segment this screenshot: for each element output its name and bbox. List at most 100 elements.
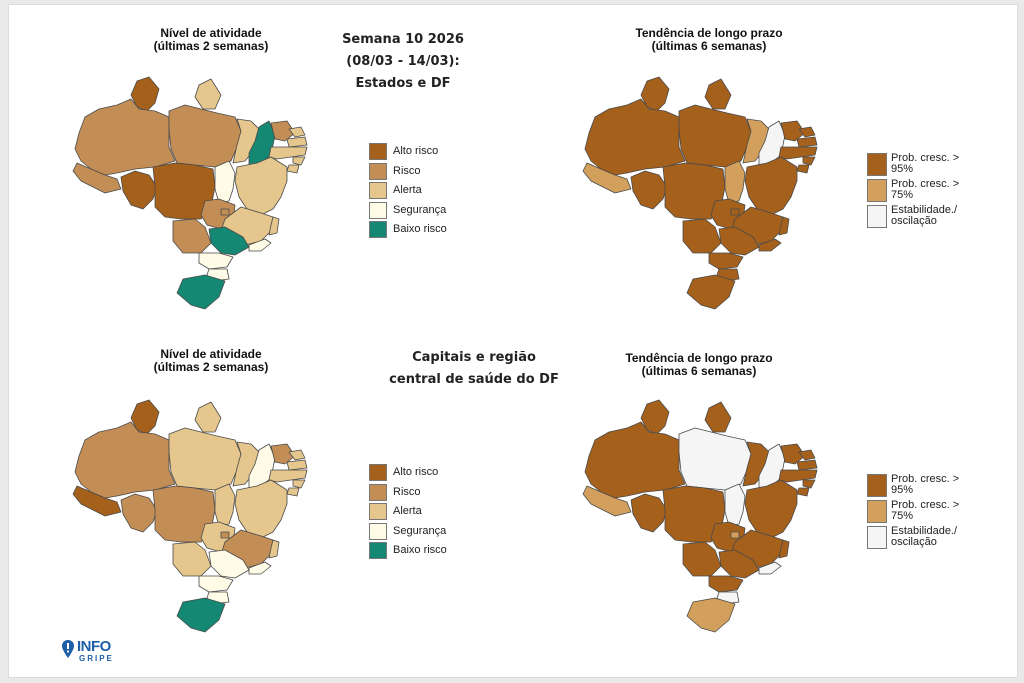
- state-se: [796, 487, 810, 497]
- state-ac: [582, 485, 632, 517]
- legend-label: Risco: [393, 485, 421, 498]
- state-ap: [194, 78, 222, 110]
- state-sp: [208, 226, 250, 256]
- legend-label: Prob. cresc. > 95%: [891, 152, 960, 175]
- legend-label: Alerta: [393, 184, 422, 196]
- state-am: [584, 98, 686, 176]
- state-to: [214, 160, 236, 204]
- state-es: [778, 539, 790, 559]
- state-ro: [120, 170, 158, 210]
- legend-label: Prob. cresc. > 95%: [891, 473, 960, 496]
- week-title-line1: Semana 10 2026: [342, 32, 464, 47]
- legend-swatch: [369, 182, 387, 199]
- legend-swatch: [369, 201, 387, 219]
- state-ms: [172, 541, 212, 577]
- state-rs: [176, 274, 226, 310]
- state-ba: [234, 479, 288, 539]
- state-rn: [288, 449, 306, 461]
- logo-subtext: GRIPE: [79, 654, 114, 663]
- capitals-title: Capitais e região central de saúde do DF: [364, 347, 584, 391]
- capitals-title-line2: central de saúde do DF: [389, 372, 559, 387]
- state-sp: [208, 549, 250, 579]
- state-pr: [198, 252, 234, 270]
- state-pb: [796, 459, 818, 471]
- state-ac: [72, 485, 122, 517]
- week-title: Semana 10 2026 (08/03 - 14/03): Estados …: [303, 29, 503, 95]
- legend-label: Prob. cresc. > 75%: [891, 499, 960, 522]
- state-pb: [796, 136, 818, 148]
- legend-swatch: [867, 205, 887, 228]
- legend-swatch: [369, 221, 387, 238]
- state-rn: [288, 126, 306, 138]
- legend-swatch: [369, 542, 387, 559]
- state-rj: [248, 238, 272, 252]
- week-title-line3: Estados e DF: [355, 76, 451, 91]
- state-rn: [798, 449, 816, 461]
- state-rj: [248, 561, 272, 575]
- legend-label: Estabilidade./ oscilação: [891, 204, 958, 227]
- state-rr: [640, 76, 670, 112]
- state-pa: [168, 427, 242, 491]
- title-line: Nível de atividade: [160, 347, 262, 361]
- state-ce: [780, 120, 806, 142]
- state-ro: [630, 493, 668, 533]
- state-rn: [798, 126, 816, 138]
- state-es: [268, 216, 280, 236]
- state-pa: [678, 104, 752, 168]
- legend-label: Segurança: [393, 524, 447, 537]
- week-title-line2: (08/03 - 14/03):: [346, 54, 460, 69]
- state-se: [286, 487, 300, 497]
- legend-swatch: [369, 464, 387, 481]
- capitals-activity-title: Nível de atividade (últimas 2 semanas): [81, 348, 341, 374]
- legend-label: Estabilidade./ oscilação: [891, 525, 958, 548]
- state-al: [802, 156, 816, 166]
- state-pb: [286, 459, 308, 471]
- capitals-trend-title: Tendência de longo prazo (últimas 6 sema…: [569, 352, 829, 378]
- legend-label: Alto risco: [393, 466, 439, 478]
- state-rs: [686, 274, 736, 310]
- state-sp: [718, 226, 760, 256]
- state-rs: [176, 597, 226, 633]
- legend-swatch: [867, 474, 887, 497]
- state-am: [74, 98, 176, 176]
- legend-label: Segurança: [393, 203, 447, 216]
- state-ap: [704, 401, 732, 433]
- state-pr: [708, 252, 744, 270]
- title-line: (últimas 6 semanas): [641, 364, 757, 378]
- state-ms: [682, 541, 722, 577]
- title-line: Nível de atividade: [160, 26, 262, 40]
- title-line: Tendência de longo prazo: [625, 351, 773, 365]
- legend-label: Prob. cresc. > 75%: [891, 178, 960, 201]
- title-line: (últimas 6 semanas): [651, 39, 767, 53]
- state-ba: [744, 156, 798, 216]
- state-ba: [234, 156, 288, 216]
- state-to: [214, 483, 236, 527]
- infogripe-logo: INFO GRIPE: [61, 637, 131, 665]
- state-pa: [168, 104, 242, 168]
- state-ap: [194, 401, 222, 433]
- state-al: [292, 156, 306, 166]
- state-se: [796, 164, 810, 174]
- state-es: [268, 539, 280, 559]
- state-rj: [758, 561, 782, 575]
- state-df: [730, 208, 740, 216]
- state-rj: [758, 238, 782, 252]
- state-se: [286, 164, 300, 174]
- legend-swatch: [369, 522, 387, 540]
- state-sp: [718, 549, 760, 579]
- state-to: [724, 160, 746, 204]
- legend-swatch: [369, 483, 387, 501]
- state-ac: [582, 162, 632, 194]
- states-activity-title: Nível de atividade (últimas 2 semanas): [81, 27, 341, 53]
- capitals-activity-map: [72, 399, 308, 633]
- state-ce: [270, 443, 296, 465]
- state-es: [778, 216, 790, 236]
- state-rr: [130, 399, 160, 435]
- state-pe: [778, 469, 818, 483]
- legend-swatch: [867, 153, 887, 176]
- title-line: Tendência de longo prazo: [635, 26, 783, 40]
- state-ro: [120, 493, 158, 533]
- capitals-trend-map: [582, 399, 818, 633]
- capitals-title-line1: Capitais e região: [412, 350, 536, 365]
- state-ac: [72, 162, 122, 194]
